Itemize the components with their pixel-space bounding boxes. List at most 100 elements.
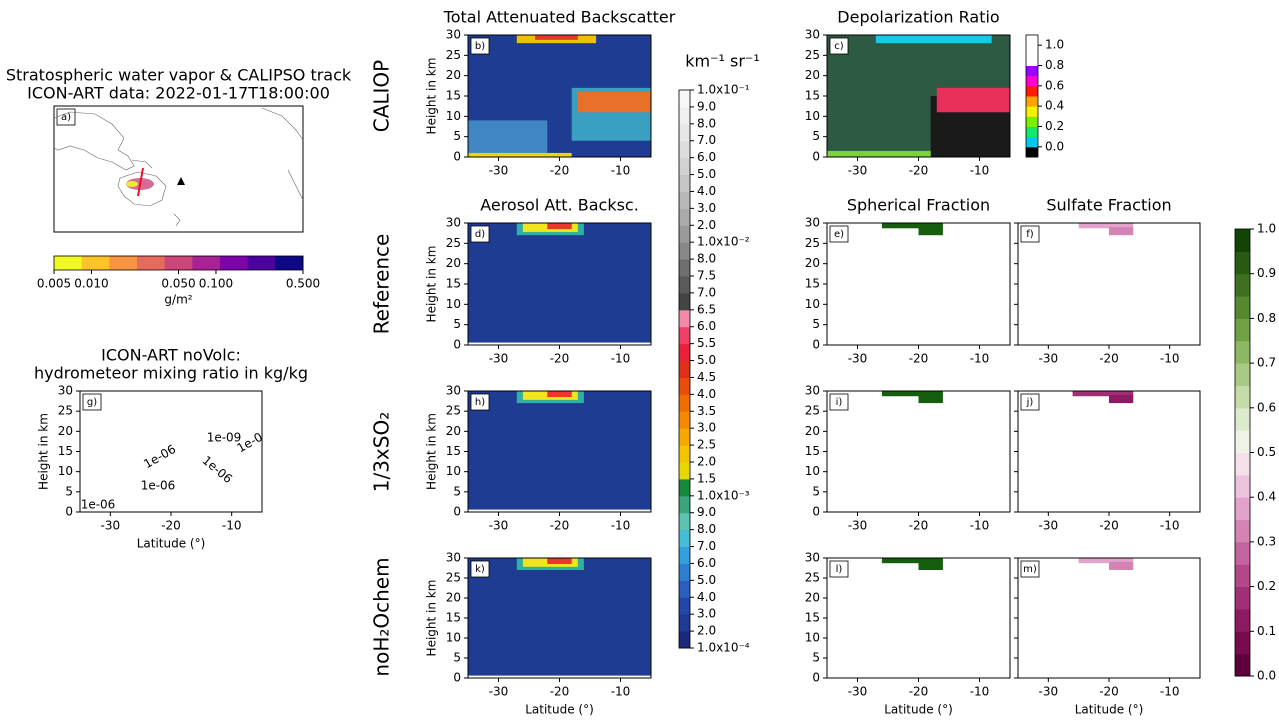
row-label: Reference (370, 234, 394, 335)
data-region (547, 223, 572, 230)
data-region (827, 150, 931, 157)
colorbar-tick-label: 0.2 (1045, 119, 1064, 133)
y-tick-label: 20 (805, 256, 820, 270)
colorbar-segment (275, 256, 304, 270)
colorbar-tick-label: 6.5 (697, 302, 716, 316)
colorbar-segment (679, 106, 690, 125)
colorbar-tick-label: 0.005 (37, 277, 71, 291)
data-region (881, 223, 943, 229)
y-axis-label: Height in km (425, 246, 439, 323)
panel-letter-box (470, 560, 490, 578)
y-tick-label: 10 (446, 297, 461, 311)
colorbar-segment (1235, 653, 1250, 677)
colorbar-segment (1026, 35, 1038, 46)
y-tick-label: 5 (812, 317, 820, 331)
colorbar-tick-label: 0.500 (286, 277, 320, 291)
colorbar-tick-label: 7.0 (697, 133, 716, 147)
colorbar-tick-label: 4.0 (697, 387, 716, 401)
contour-label: 1e-06 (81, 498, 116, 512)
colorbar-tick-label: 1.0 (1045, 38, 1064, 52)
land-outline (173, 213, 181, 227)
colorbar-tick-label: 0.8 (1257, 311, 1276, 325)
land-outline (287, 169, 304, 201)
row-label: CALIOP (370, 60, 394, 133)
colorbar-tick-label: 0.7 (1257, 356, 1276, 370)
volcano-marker (177, 177, 185, 185)
y-tick-label: 10 (805, 464, 820, 478)
map-frame (53, 105, 304, 233)
colorbar-segment (679, 462, 690, 480)
colorbar-tick-label: 4.5 (697, 370, 716, 384)
x-tick-label: -30 (848, 519, 868, 533)
data-region (1078, 558, 1134, 564)
colorbar-segment (1235, 363, 1250, 386)
land-outline (131, 159, 153, 169)
y-tick-label: 15 (446, 444, 461, 458)
colorbar-tick-label: 0.8 (1045, 58, 1064, 72)
y-tick-label: 25 (805, 571, 820, 585)
colorbar-tick-label: 5.0 (697, 573, 716, 587)
colorbar-tick-label: 4.0 (697, 590, 716, 604)
y-tick-label: 0 (812, 505, 820, 519)
panel-title: Spherical Fraction (847, 196, 990, 215)
x-tick-label: -20 (550, 164, 570, 178)
map-plume (126, 167, 185, 197)
plot-area (1018, 223, 1200, 345)
colorbar-segment (679, 631, 690, 649)
colorbar-segment (1235, 474, 1250, 498)
y-tick-label: 25 (446, 48, 461, 62)
colorbar-tick-label: 2.0 (697, 218, 716, 232)
y-tick-label: 30 (446, 551, 461, 565)
panel-letter: g) (87, 397, 97, 408)
y-tick-label: 25 (58, 404, 73, 418)
panel-letter: a) (61, 112, 71, 123)
colorbar-tick-label: 5.0 (697, 353, 716, 367)
panel-letter: h) (475, 397, 485, 408)
x-tick-label: -30 (489, 352, 509, 366)
data-region (468, 120, 548, 157)
data-region (468, 391, 651, 512)
colorbar-segment (679, 326, 690, 345)
colorbar-segment (679, 242, 690, 260)
panel-title: Sulfate Fraction (1046, 196, 1171, 215)
colorbar-segment (679, 309, 690, 328)
colorbar-tick-label: 0.1 (1257, 624, 1276, 638)
colorbar-tick-label: 0.9 (1257, 266, 1276, 280)
colorbar-segment (1235, 497, 1250, 521)
colorbar-segment (1235, 340, 1250, 364)
x-axis-label: Latitude (°) (884, 703, 953, 717)
colorbar-segment (679, 343, 690, 362)
y-tick-label: 20 (58, 424, 73, 438)
colorbar-segment (679, 546, 690, 564)
panel-letter-box (82, 393, 102, 411)
colorbar-tick-label: 3.5 (697, 404, 716, 418)
panel-letter: f) (1026, 229, 1034, 240)
y-tick-label: 15 (805, 277, 820, 291)
x-tick-label: -20 (550, 685, 570, 699)
contour-label: 1e-09 (207, 431, 242, 445)
y-tick-label: 5 (65, 484, 73, 498)
colorbar-tick-label: 7.5 (697, 269, 716, 283)
y-tick-label: 15 (805, 89, 820, 103)
y-tick-label: 0 (453, 150, 461, 164)
colorbar-tick-label: 0.5 (1257, 445, 1276, 459)
data-region (577, 91, 651, 113)
y-tick-label: 5 (453, 484, 461, 498)
data-region (1109, 227, 1134, 236)
x-axis-label: Latitude (°) (137, 537, 206, 551)
plot-area (827, 391, 1010, 512)
y-axis-label: Height in km (37, 413, 51, 490)
colorbar-segment (679, 428, 690, 446)
y-tick-label: 25 (446, 571, 461, 585)
y-tick-label: 15 (58, 444, 73, 458)
panel-letter-box (1020, 225, 1040, 243)
y-tick-label: 20 (805, 591, 820, 605)
data-region (881, 558, 943, 564)
y-tick-label: 10 (446, 109, 461, 123)
colorbar-segment (679, 563, 690, 581)
y-tick-label: 20 (446, 256, 461, 270)
y-tick-label: 25 (805, 48, 820, 62)
colorbar-segment (1235, 586, 1250, 610)
colorbar-segment (164, 256, 193, 270)
data-region (468, 509, 651, 512)
